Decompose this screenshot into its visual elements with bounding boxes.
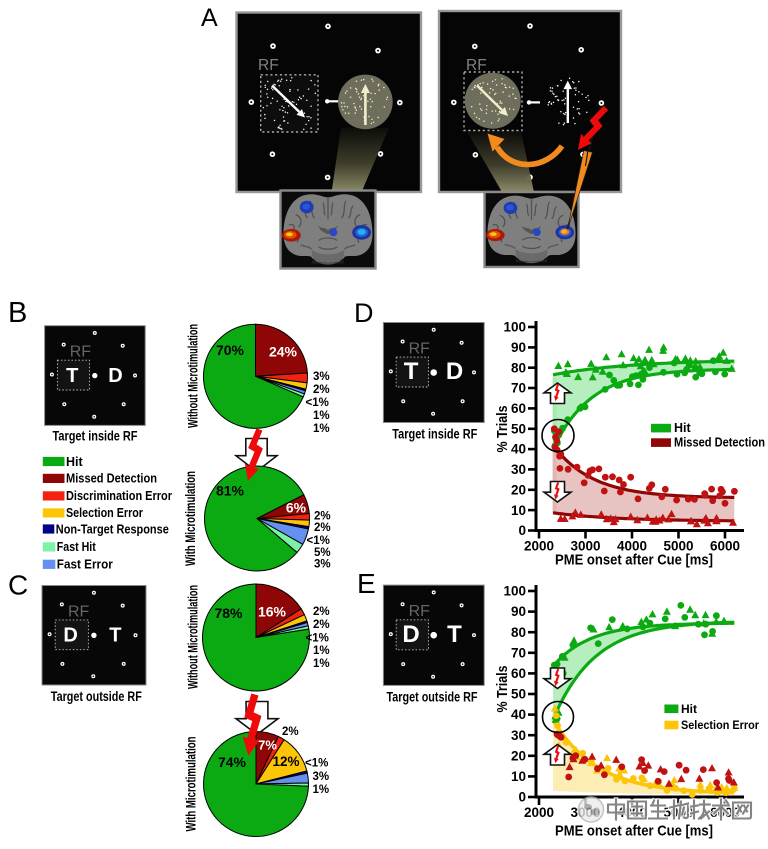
svg-text:RF: RF	[68, 603, 90, 620]
svg-text:6000: 6000	[710, 539, 740, 554]
svg-text:1%: 1%	[313, 645, 330, 657]
svg-text:2%: 2%	[313, 606, 330, 618]
svg-text:3%: 3%	[313, 371, 330, 383]
svg-text:16%: 16%	[258, 604, 287, 620]
svg-text:60: 60	[511, 401, 526, 416]
svg-text:2000: 2000	[524, 805, 554, 820]
svg-text:4000: 4000	[617, 539, 647, 554]
svg-text:Hit: Hit	[681, 702, 697, 716]
svg-text:D: D	[402, 621, 419, 648]
svg-text:T: T	[66, 365, 78, 387]
svg-text:70: 70	[511, 381, 526, 396]
svg-text:30: 30	[511, 728, 526, 743]
svg-text:2%: 2%	[314, 511, 331, 523]
svg-text:1%: 1%	[313, 784, 330, 796]
svg-text:80: 80	[511, 625, 526, 640]
svg-text:% Trials: % Trials	[494, 406, 511, 453]
svg-text:With Microtimulation: With Microtimulation	[183, 471, 198, 566]
svg-text:0: 0	[518, 790, 526, 805]
svg-text:1%: 1%	[313, 423, 330, 435]
svg-text:70%: 70%	[216, 342, 245, 358]
svg-text:2%: 2%	[313, 384, 330, 396]
svg-text:Selection Error: Selection Error	[66, 506, 143, 520]
svg-text:Non-Target Response: Non-Target Response	[56, 522, 169, 536]
svg-text:20: 20	[511, 748, 526, 763]
svg-text:D: D	[108, 365, 122, 387]
svg-text:30: 30	[511, 462, 526, 477]
svg-text:78%: 78%	[214, 605, 243, 621]
svg-text:50: 50	[511, 687, 526, 702]
svg-text:Hit: Hit	[66, 455, 84, 469]
svg-text:A: A	[201, 4, 218, 32]
svg-text:7%: 7%	[258, 738, 277, 753]
svg-text:24%: 24%	[269, 344, 298, 360]
svg-text:1%: 1%	[313, 658, 330, 670]
svg-text:T: T	[109, 625, 121, 647]
svg-text:RF: RF	[409, 603, 431, 620]
svg-text:81%: 81%	[216, 483, 245, 499]
svg-text:10: 10	[511, 503, 526, 518]
svg-text:<1%: <1%	[306, 397, 329, 409]
svg-text:3%: 3%	[314, 559, 331, 571]
svg-text:RF: RF	[466, 57, 487, 74]
svg-text:Without Microtimulation: Without Microtimulation	[186, 324, 201, 428]
svg-text:90: 90	[511, 340, 526, 355]
svg-text:5000: 5000	[663, 539, 693, 554]
svg-text:40: 40	[511, 442, 526, 457]
svg-text:D: D	[354, 298, 374, 328]
svg-text:Discrimination Error: Discrimination Error	[66, 489, 172, 503]
svg-text:80: 80	[511, 360, 526, 375]
svg-text:With Microtimulation: With Microtimulation	[184, 737, 199, 832]
svg-text:RF: RF	[70, 344, 92, 361]
svg-text:90: 90	[511, 604, 526, 619]
svg-text:% Trials: % Trials	[494, 666, 511, 713]
svg-text:12%: 12%	[272, 754, 299, 769]
svg-text:D: D	[63, 625, 77, 647]
svg-text:Fast Error: Fast Error	[57, 558, 113, 572]
svg-text:Missed Detection: Missed Detection	[674, 436, 765, 450]
svg-text:20: 20	[511, 482, 526, 497]
svg-text:Without Microtimulation: Without Microtimulation	[186, 585, 201, 689]
svg-text:T: T	[404, 358, 419, 385]
svg-text:3%: 3%	[313, 771, 330, 783]
svg-text:RF: RF	[409, 341, 431, 358]
svg-text:Target inside RF: Target inside RF	[53, 429, 138, 444]
svg-text:PME onset after Cue [ms]: PME onset after Cue [ms]	[555, 823, 713, 840]
svg-text:Target inside RF: Target inside RF	[392, 427, 477, 442]
svg-text:74%: 74%	[218, 754, 247, 770]
svg-text:T: T	[447, 621, 462, 648]
svg-text:60: 60	[511, 666, 526, 681]
svg-text:70: 70	[511, 645, 526, 660]
svg-text:RF: RF	[258, 57, 279, 74]
svg-text:<1%: <1%	[305, 758, 328, 770]
svg-text:2%: 2%	[314, 522, 331, 534]
svg-text:Missed Detection: Missed Detection	[66, 472, 157, 486]
svg-text:Target outside RF: Target outside RF	[387, 690, 478, 705]
svg-text:<1%: <1%	[306, 633, 329, 645]
svg-text:D: D	[446, 358, 463, 385]
svg-text:50: 50	[511, 421, 526, 436]
svg-text:Target outside RF: Target outside RF	[51, 689, 142, 704]
svg-text:2%: 2%	[282, 726, 299, 738]
svg-text:0: 0	[518, 523, 526, 538]
svg-text:5%: 5%	[314, 547, 331, 559]
svg-text:2000: 2000	[524, 539, 554, 554]
svg-text:E: E	[357, 568, 376, 599]
svg-text:Hit: Hit	[674, 421, 692, 435]
svg-text:B: B	[8, 297, 27, 329]
svg-text:C: C	[8, 570, 28, 601]
svg-text:6%: 6%	[286, 500, 307, 516]
svg-text:100: 100	[503, 320, 526, 335]
svg-text:40: 40	[511, 707, 526, 722]
svg-text:<1%: <1%	[307, 535, 330, 547]
svg-text:Selection Error: Selection Error	[681, 718, 759, 732]
svg-text:100: 100	[503, 584, 526, 599]
svg-text:10: 10	[511, 769, 526, 784]
svg-text:2%: 2%	[313, 619, 330, 631]
svg-text:PME onset after Cue [ms]: PME onset after Cue [ms]	[555, 552, 713, 569]
svg-text:1%: 1%	[313, 410, 330, 422]
svg-text:Fast Hit: Fast Hit	[57, 540, 97, 554]
svg-text:3000: 3000	[570, 539, 600, 554]
